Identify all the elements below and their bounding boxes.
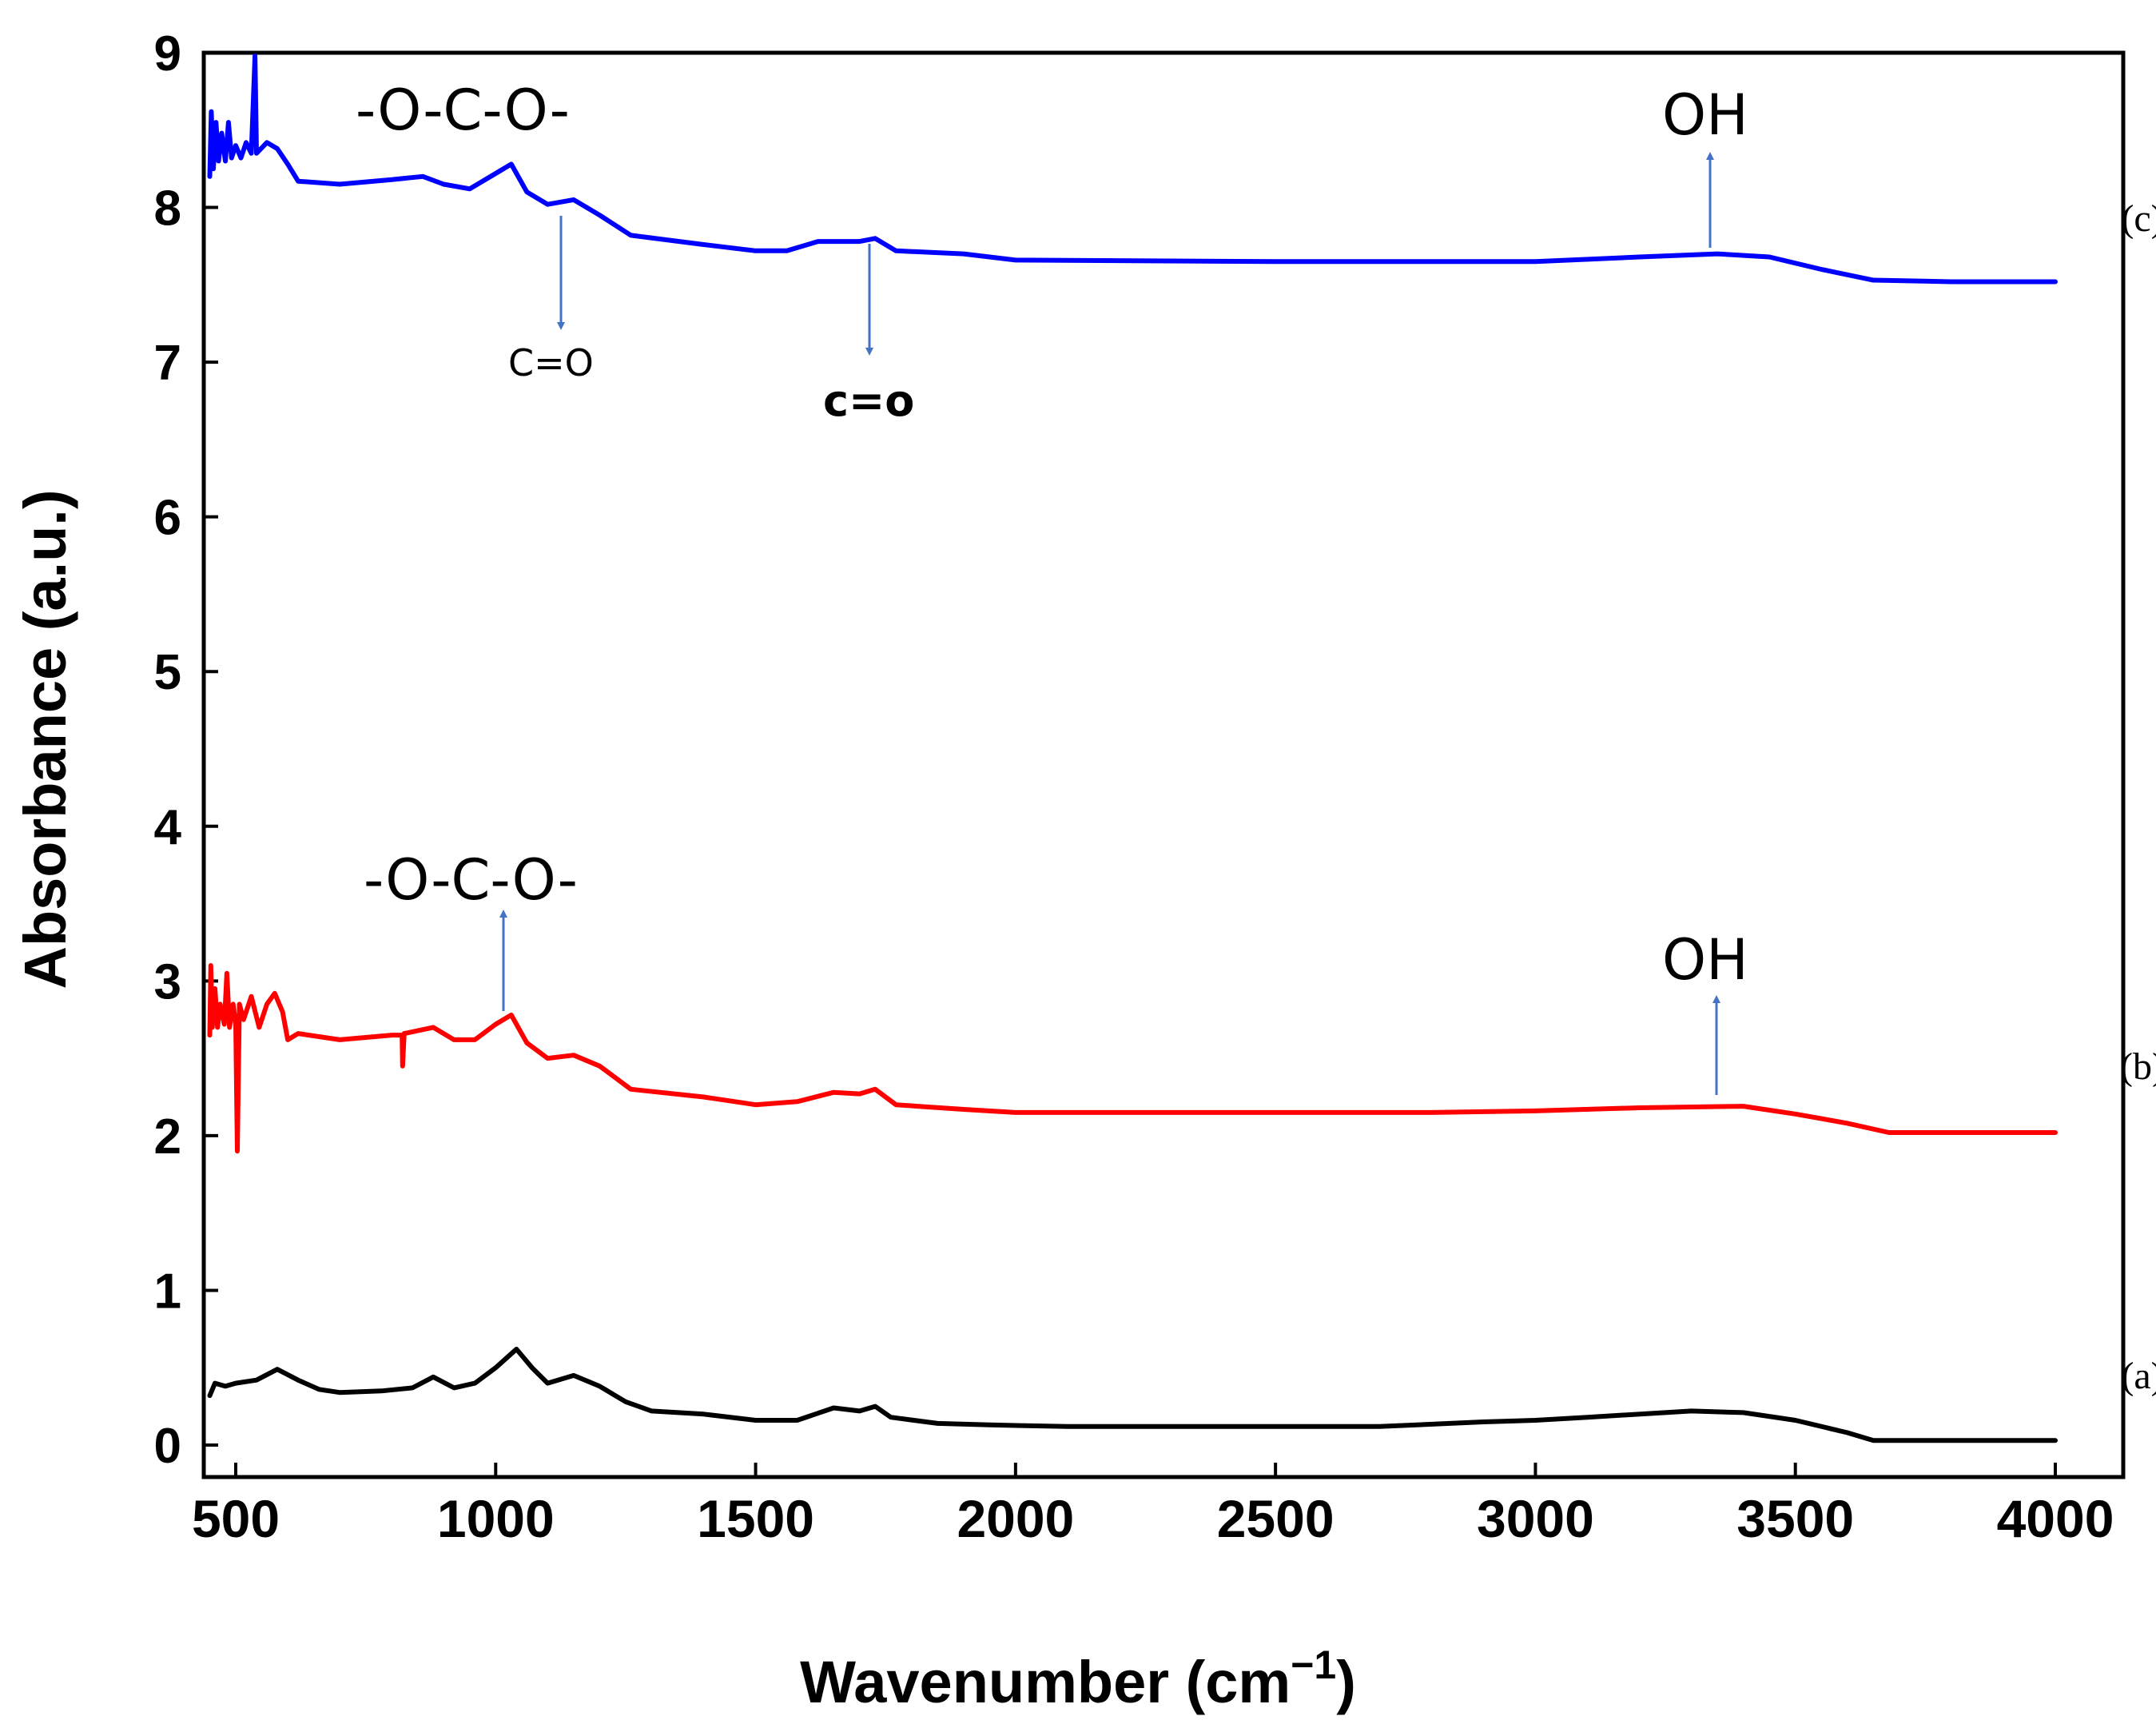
- series-label-a: (a): [2121, 1355, 2156, 1397]
- x-axis-ticks: 500 1000 1500 2000 2500 3000 3500 4000: [192, 1463, 2114, 1548]
- y-tick-label: 7: [154, 336, 181, 391]
- series-labels: (a) (b) (c): [2120, 197, 2156, 1397]
- y-tick-label: 5: [154, 645, 181, 700]
- y-axis-ticks: 0 1 2 3 4 5 6 7 8 9: [154, 26, 218, 1474]
- annotation-co-1: C=O: [508, 341, 594, 384]
- x-tick-label: 1000: [437, 1489, 555, 1548]
- x-axis-label-close: ): [1336, 1649, 1356, 1715]
- annotation-oh-c: OH: [1662, 82, 1748, 148]
- y-tick-label: 8: [154, 181, 181, 237]
- x-tick-label: 2500: [1217, 1489, 1335, 1548]
- x-tick-label: 500: [192, 1489, 280, 1548]
- annotations: -O-C-O- -O-C-O- OH OH C=O c=o: [356, 78, 1748, 1095]
- annotation-co-2: c=o: [823, 376, 914, 426]
- x-axis-label-main: Wavenumber (cm: [800, 1649, 1291, 1715]
- y-tick-label: 4: [154, 800, 182, 855]
- y-axis-label: Absorbance (a.u.): [12, 490, 78, 989]
- annotation-oco-c: -O-C-O-: [356, 78, 570, 143]
- y-tick-label: 2: [154, 1109, 181, 1165]
- x-tick-label: 2000: [957, 1489, 1074, 1548]
- series-group: [207, 53, 2058, 1443]
- y-tick-label: 6: [154, 491, 181, 546]
- x-tick-label: 3000: [1477, 1489, 1594, 1548]
- y-tick-label: 9: [154, 26, 181, 82]
- series-label-c: (c): [2121, 197, 2156, 240]
- x-axis-label: Wavenumber (cm−1): [800, 1642, 1356, 1715]
- y-tick-label: 3: [154, 954, 181, 1009]
- x-tick-label: 3500: [1736, 1489, 1854, 1548]
- series-label-b: (b): [2120, 1045, 2156, 1088]
- y-tick-label: 0: [154, 1419, 181, 1474]
- x-tick-label: 1500: [697, 1489, 814, 1548]
- series-line-b: [207, 963, 2058, 1154]
- series-line-a: [207, 1347, 2058, 1443]
- annotation-oh-b: OH: [1662, 927, 1748, 993]
- series-line-c: [207, 53, 2058, 285]
- annotation-oco-b: -O-C-O-: [364, 847, 578, 913]
- x-tick-label: 4000: [1997, 1489, 2114, 1548]
- x-axis-label-sup: −1: [1291, 1642, 1336, 1687]
- y-tick-label: 1: [154, 1264, 181, 1319]
- plot-frame: [201, 50, 2126, 1479]
